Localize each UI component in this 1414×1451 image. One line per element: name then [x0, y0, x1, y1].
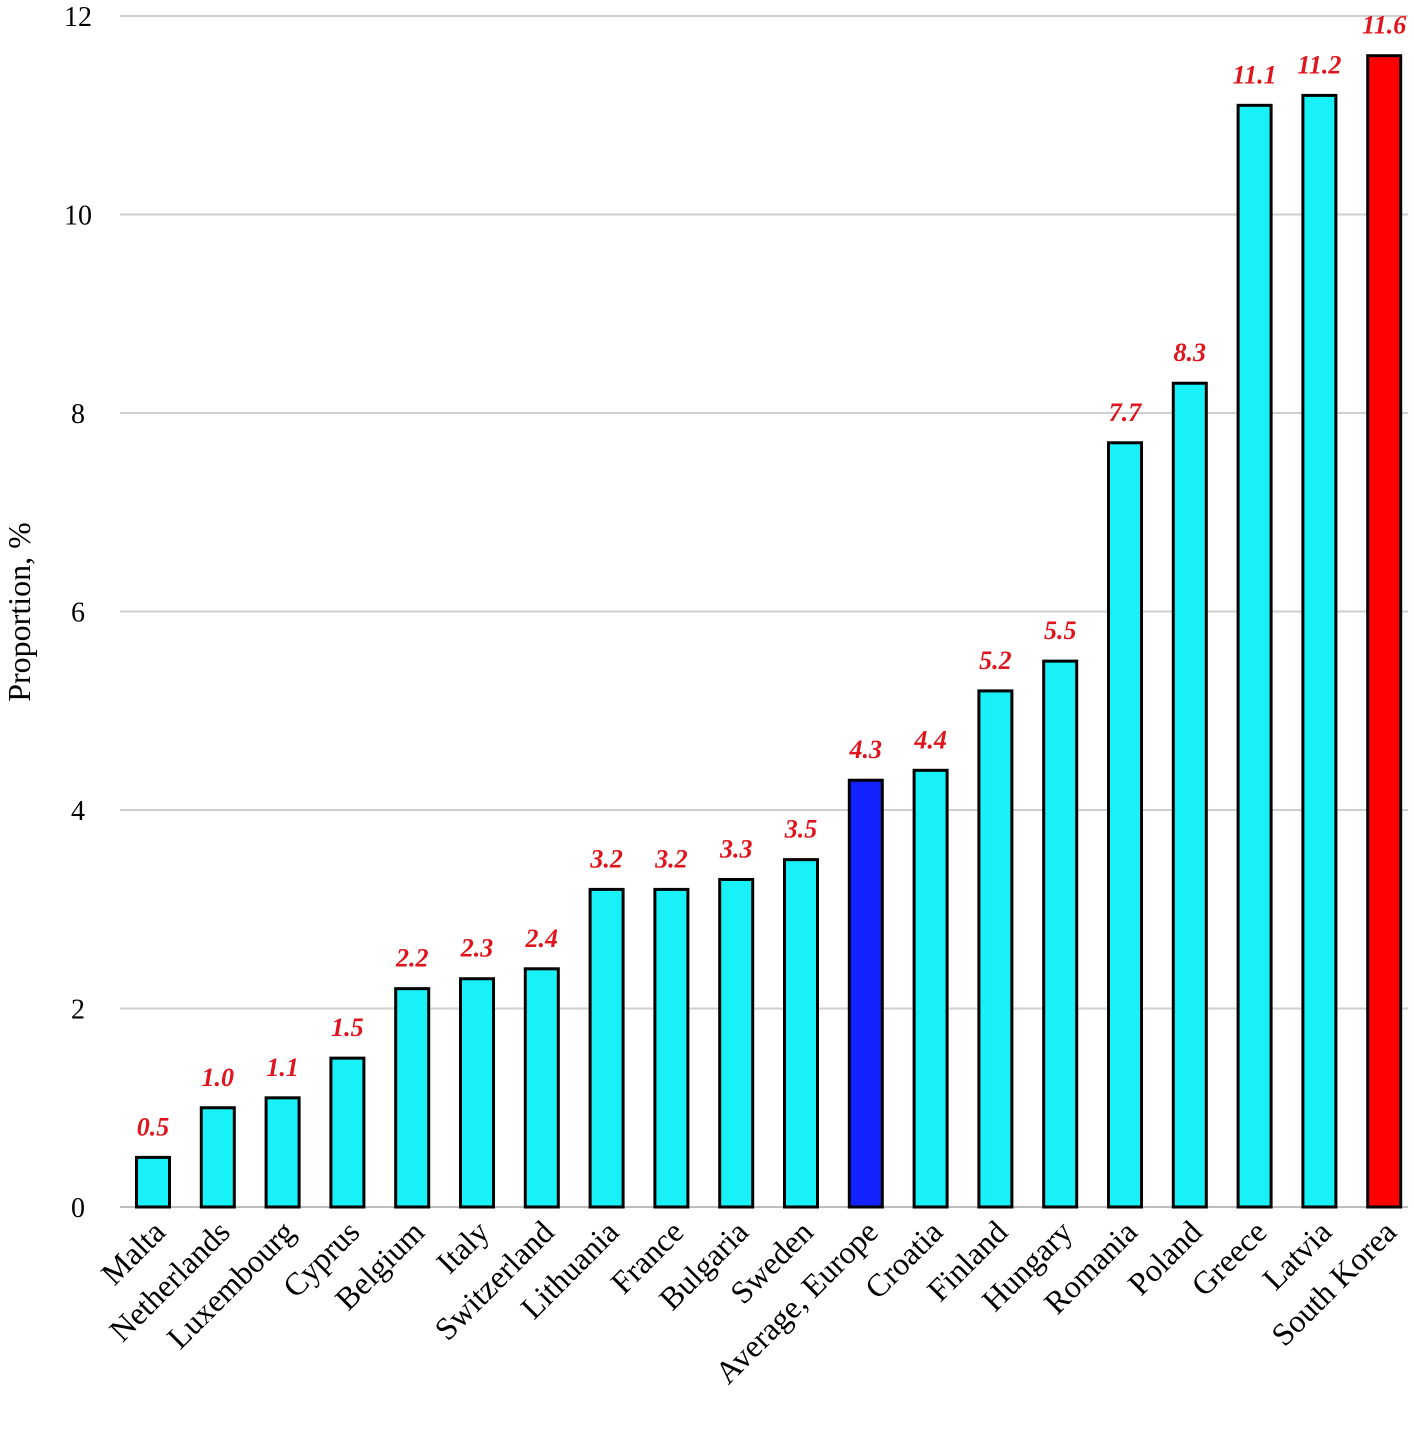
bar — [783, 858, 819, 1209]
bar — [394, 987, 431, 1209]
y-axis-title: Proportion, % — [1, 522, 37, 702]
bar — [1107, 441, 1143, 1209]
data-labels: 0.5 1.0 1.1 1.5 2.2 2.3 2.4 3.2 3.2 3.3 3.5 4.3 4.4 5… — [137, 11, 1406, 1142]
y-tick-label: 6 — [71, 598, 85, 629]
data-label: 11.1 — [1233, 60, 1277, 89]
category-label: Greece — [1184, 1213, 1274, 1303]
y-axis-ticks: 0 2 4 6 8 10 12 — [64, 2, 92, 1224]
bar — [1301, 93, 1338, 1209]
bar — [1366, 54, 1403, 1209]
bar — [135, 1155, 171, 1209]
bar — [1042, 659, 1079, 1209]
bar — [847, 778, 884, 1209]
data-label: 11.2 — [1297, 50, 1341, 79]
bar — [459, 977, 495, 1209]
bar — [653, 887, 690, 1209]
bar — [912, 768, 949, 1209]
bar — [1171, 381, 1208, 1209]
data-label: 3.3 — [719, 834, 753, 863]
data-label: 3.2 — [654, 844, 688, 873]
y-tick-label: 4 — [71, 796, 85, 827]
bar — [199, 1106, 236, 1209]
data-label: 1.1 — [266, 1053, 299, 1082]
x-axis-categories: MaltaNetherlandsLuxembourgCyprusBelgiumI… — [94, 1213, 1403, 1390]
bar — [977, 689, 1014, 1209]
data-label: 3.2 — [589, 844, 623, 873]
data-label: 2.4 — [525, 924, 559, 953]
bars — [135, 54, 1403, 1209]
data-label: 3.5 — [784, 815, 818, 844]
bar — [718, 877, 755, 1209]
bar — [523, 967, 560, 1209]
y-tick-label: 10 — [64, 201, 92, 232]
data-label: 11.6 — [1362, 11, 1406, 40]
gridlines — [120, 15, 1408, 1208]
data-label: 5.5 — [1044, 616, 1077, 645]
data-label: 2.2 — [395, 944, 429, 973]
bar — [329, 1056, 366, 1209]
bar — [264, 1096, 301, 1209]
data-label: 1.5 — [331, 1013, 364, 1042]
data-label: 7.7 — [1109, 398, 1143, 427]
data-label: 4.4 — [913, 725, 947, 754]
y-tick-label: 12 — [64, 2, 92, 33]
data-label: 4.3 — [849, 735, 883, 764]
y-tick-label: 0 — [71, 1193, 85, 1224]
y-tick-label: 2 — [71, 995, 85, 1026]
bar — [1236, 103, 1273, 1209]
y-tick-label: 8 — [71, 399, 85, 430]
bar — [588, 887, 625, 1209]
data-label: 0.5 — [137, 1112, 170, 1141]
data-label: 1.0 — [202, 1063, 235, 1092]
data-label: 8.3 — [1174, 338, 1207, 367]
data-label: 5.2 — [979, 646, 1012, 675]
data-label: 2.3 — [460, 934, 494, 963]
